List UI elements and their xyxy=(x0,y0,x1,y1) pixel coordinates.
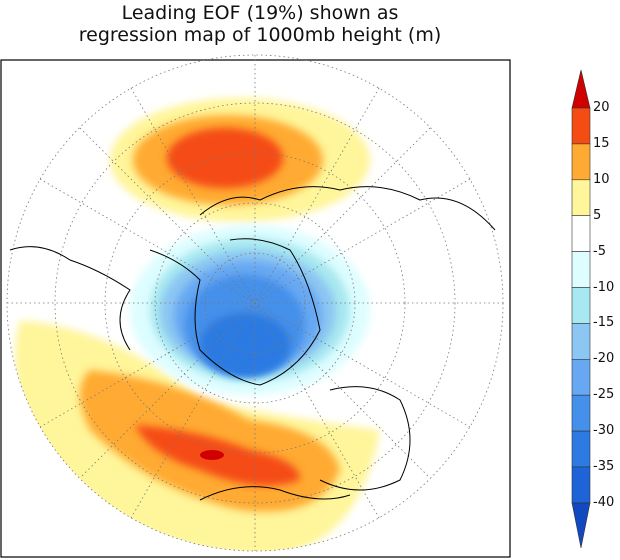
colorbar-segment xyxy=(571,466,591,504)
colorbar-label: 5 xyxy=(593,207,602,223)
colorbar-label: 20 xyxy=(593,100,610,115)
colorbar-label: 10 xyxy=(593,171,610,187)
colorbar-segment xyxy=(571,215,591,252)
colorbar-label: -40 xyxy=(593,494,615,510)
coastlines xyxy=(9,186,496,501)
title-line-2: regression map of 1000mb height (m) xyxy=(78,24,442,46)
colorbar-segment xyxy=(571,394,591,432)
colorbar-label: -30 xyxy=(593,423,615,439)
colorbar-segment xyxy=(571,430,591,468)
contour-fill xyxy=(15,98,380,551)
colorbar-label: -35 xyxy=(593,459,615,474)
colorbar-segment xyxy=(571,251,591,288)
colorbar-segment xyxy=(571,179,591,217)
colorbar-segment xyxy=(571,107,591,145)
colorbar-label: -25 xyxy=(593,387,615,403)
colorbar-arrow-top xyxy=(571,69,591,109)
colorbar-label: 15 xyxy=(593,135,610,151)
colorbar-segment xyxy=(571,323,591,360)
colorbar-segment xyxy=(571,287,591,324)
colorbar-label: -15 xyxy=(593,315,615,331)
colorbar-segment xyxy=(571,358,591,396)
colorbar-label: -5 xyxy=(593,243,606,259)
title-line-1: Leading EOF (19%) shown as xyxy=(121,2,399,24)
colorbar-label: -10 xyxy=(593,279,615,295)
colorbar-label: -20 xyxy=(593,351,615,367)
colorbar-arrow-bottom xyxy=(571,502,591,549)
colorbar-segment xyxy=(571,143,591,181)
